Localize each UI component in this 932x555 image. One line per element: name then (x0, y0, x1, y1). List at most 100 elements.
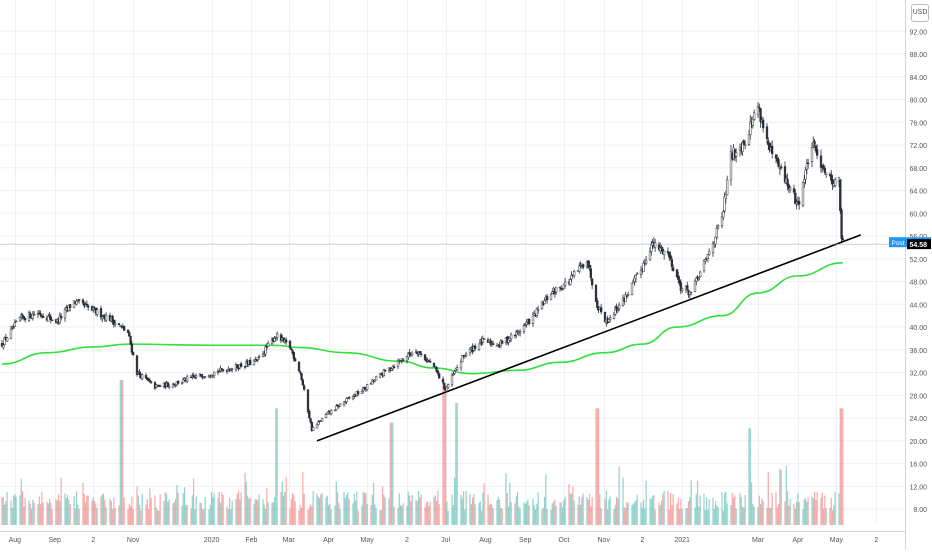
time-axis[interactable]: Aug Sep 2 Nov 2020 Feb Mar Apr May 2 Jul Aug Sep Oct N… (0, 531, 905, 545)
candle-body (176, 380, 180, 384)
volume-bar (339, 509, 341, 525)
volume-bar (182, 493, 184, 525)
volume-bar (451, 494, 453, 525)
volume-bar (149, 488, 151, 525)
volume-bar (559, 502, 561, 525)
volume-bar (789, 499, 791, 525)
candle-body (221, 369, 225, 371)
grid (0, 0, 905, 525)
volume-bar (78, 509, 80, 525)
price-tick-label: 24.00 (909, 416, 927, 423)
time-tick-label: 2 (91, 537, 95, 544)
volume-bar (285, 477, 287, 525)
volume-bar (597, 408, 600, 525)
volume-bar (470, 504, 472, 525)
candle-body (419, 353, 423, 355)
candle-body (264, 346, 267, 355)
volume-bar (289, 508, 291, 525)
volume-bar (631, 505, 633, 525)
candle-body (212, 371, 216, 376)
candle-body (49, 316, 53, 320)
candle-body (704, 259, 707, 262)
candle-body (12, 327, 15, 329)
currency-label[interactable]: USD (911, 4, 929, 22)
volume-bar (771, 493, 773, 525)
volume-bar (57, 494, 60, 525)
volume-bar (246, 495, 249, 525)
volume-bar (757, 507, 759, 525)
volume-bar (788, 505, 790, 525)
volume-bar (833, 505, 835, 525)
volume-bar (824, 495, 826, 525)
volume-bar (59, 500, 61, 525)
volume-bar (244, 472, 246, 525)
volume-bar (713, 508, 715, 525)
candle-body (806, 162, 810, 165)
volume-bar (329, 503, 331, 525)
volume-bar (267, 502, 269, 525)
time-tick-label: 2021 (674, 537, 690, 544)
candle-body (599, 307, 603, 313)
candle-body (545, 296, 549, 301)
volume-bar (155, 507, 157, 525)
candle-body (839, 179, 842, 212)
candle-body (477, 343, 481, 351)
volume-bar (776, 507, 778, 525)
volume-bar (568, 484, 570, 525)
candle-body (290, 348, 293, 350)
volume-bar (302, 472, 304, 525)
candle-body (365, 384, 369, 390)
volume-bar (732, 497, 735, 525)
candle-body (401, 359, 405, 361)
volume-bar (73, 496, 75, 525)
volume-bar (163, 500, 165, 525)
volume-bar (282, 495, 285, 525)
candle-body (554, 286, 558, 293)
volume-bar (623, 507, 625, 525)
volume-bar (181, 505, 183, 525)
volume-bar (471, 497, 474, 525)
volume-bar (775, 492, 777, 525)
volume-bar (811, 496, 813, 525)
volume-bar (46, 501, 48, 525)
volume-bar (230, 509, 232, 525)
volume-bar (21, 491, 24, 525)
volume-bar (417, 490, 420, 525)
price-axis[interactable]: 8.00 12.00 16.00 20.00 24.00 28.00 32.00 36.00 4… (905, 0, 928, 550)
volume-bar (293, 495, 295, 525)
volume-bar (635, 500, 637, 525)
candle-body (230, 368, 234, 370)
volume-bar (543, 496, 546, 525)
candle-body (59, 315, 63, 319)
candle-body (392, 366, 396, 368)
price-tick-label: 8.00 (913, 507, 927, 514)
candle-body (275, 333, 279, 338)
volume-bar (41, 492, 43, 525)
candle-body (612, 313, 616, 319)
volume-bar (681, 509, 683, 525)
candle-body (747, 134, 751, 145)
time-tick-label: Jul (441, 537, 450, 544)
volume-bar (707, 510, 709, 525)
volume-bar (402, 503, 404, 525)
volume-bar (127, 509, 129, 525)
volume-bar (68, 499, 70, 525)
candle-body (513, 334, 517, 337)
candle-body (405, 356, 409, 362)
volume-bar (426, 500, 429, 525)
volume-bar (194, 509, 196, 525)
volume-bar (174, 498, 177, 525)
time-tick-label: Sep (48, 537, 61, 544)
volume-bar (716, 505, 718, 525)
candle-body (581, 264, 585, 268)
volume-bar (821, 492, 823, 525)
volume-bar (465, 490, 467, 525)
volume-bar (725, 492, 727, 525)
volume-bar (159, 493, 161, 525)
candle-body (360, 390, 364, 394)
volume-bar (228, 497, 231, 525)
candle-body (3, 337, 6, 345)
volume-bar (266, 488, 268, 525)
volume-bar (488, 504, 490, 525)
